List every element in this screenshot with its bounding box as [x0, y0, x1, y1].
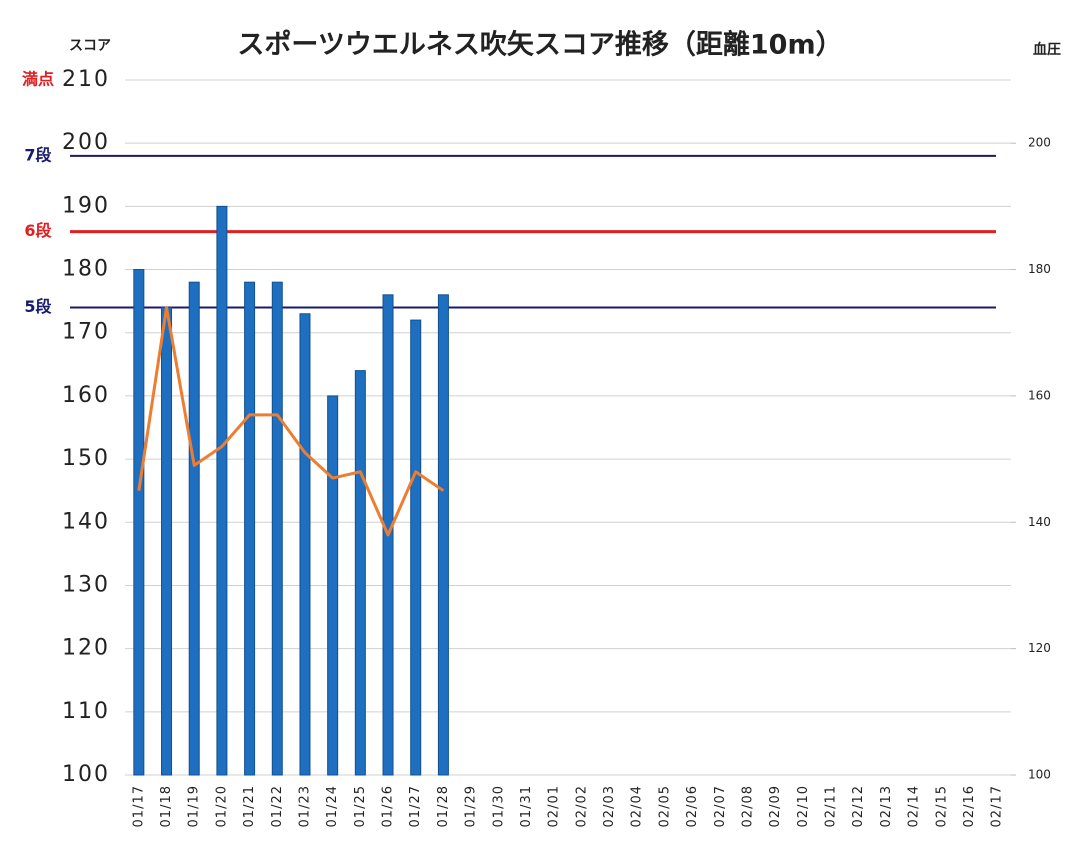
x-tick-label: 01/23 [297, 785, 312, 827]
x-tick-label: 02/13 [879, 785, 894, 827]
x-tick-label: 02/08 [740, 785, 755, 827]
x-tick-label: 02/02 [574, 785, 589, 827]
y-tick-label: 190 [62, 193, 110, 218]
y-tick-label: 120 [62, 636, 110, 661]
x-tick-label: 01/31 [519, 785, 534, 827]
x-tick-label: 02/16 [962, 785, 977, 827]
y2-tick-label: 120 [1028, 641, 1051, 655]
x-tick-label: 01/21 [242, 785, 257, 827]
bar [161, 306, 173, 776]
x-tick-label: 01/25 [353, 785, 368, 827]
x-tick-label: 01/20 [214, 785, 229, 827]
bar [271, 281, 283, 776]
reference-label: 満点 [22, 70, 54, 89]
y2-tick-label: 160 [1028, 388, 1051, 402]
y-tick-label: 180 [62, 257, 110, 282]
y2-tick-label: 200 [1028, 136, 1051, 150]
x-tick-label: 02/11 [824, 785, 839, 827]
y2-tick-label: 180 [1028, 262, 1051, 276]
y-axis-label: スコア [69, 38, 111, 54]
y2-tick-label: 140 [1028, 515, 1051, 529]
bar [216, 205, 228, 776]
x-tick-label: 02/14 [907, 785, 922, 827]
x-tick-label: 02/04 [630, 785, 645, 827]
x-tick-label: 02/15 [934, 785, 949, 827]
y-tick-label: 130 [62, 572, 110, 597]
x-tick-label: 01/24 [325, 785, 340, 827]
x-tick-label: 01/27 [408, 785, 423, 827]
x-tick-label: 02/17 [990, 785, 1005, 827]
line-series [137, 305, 445, 537]
x-tick-label: 02/01 [547, 785, 562, 827]
y-tick-label: 200 [62, 130, 110, 155]
reference-label: 6段 [24, 221, 52, 240]
y2-axis-label: 血圧 [1033, 41, 1061, 58]
bar [299, 313, 311, 776]
y-tick-label: 150 [62, 446, 110, 471]
reference-label: 5段 [24, 297, 52, 316]
x-tick-label: 02/06 [685, 785, 700, 827]
y2-tick-label: 100 [1028, 768, 1051, 782]
x-tick-label: 01/22 [270, 785, 285, 827]
bar [244, 281, 256, 776]
bar [133, 269, 145, 776]
bar [188, 281, 200, 776]
y-tick-label: 160 [62, 383, 110, 408]
bar [437, 294, 449, 776]
x-tick-label: 01/17 [131, 785, 146, 827]
x-tick-label: 02/09 [768, 785, 783, 827]
bar [354, 370, 366, 776]
x-tick-label: 01/19 [187, 785, 202, 827]
y-tick-label: 140 [62, 509, 110, 534]
x-tick-label: 02/12 [851, 785, 866, 827]
reference-label: 7段 [24, 145, 52, 164]
x-tick-label: 01/18 [159, 785, 174, 827]
x-tick-label: 01/26 [381, 785, 396, 827]
x-tick-label: 02/03 [602, 785, 617, 827]
y-tick-label: 210 [62, 67, 110, 92]
bar [327, 395, 339, 776]
x-tick-label: 01/29 [464, 785, 479, 827]
x-tick-label: 01/28 [436, 785, 451, 827]
y-tick-label: 110 [62, 699, 110, 724]
chart-title: スポーツウエルネス吹矢スコア推移（距離10m） [237, 29, 842, 61]
x-tick-label: 02/07 [713, 785, 728, 827]
y-tick-label: 100 [62, 762, 110, 787]
bar [410, 319, 422, 776]
x-tick-label: 02/05 [657, 785, 672, 827]
x-tick-label: 01/30 [491, 785, 506, 827]
x-tick-label: 02/10 [796, 785, 811, 827]
y-tick-label: 170 [62, 320, 110, 345]
